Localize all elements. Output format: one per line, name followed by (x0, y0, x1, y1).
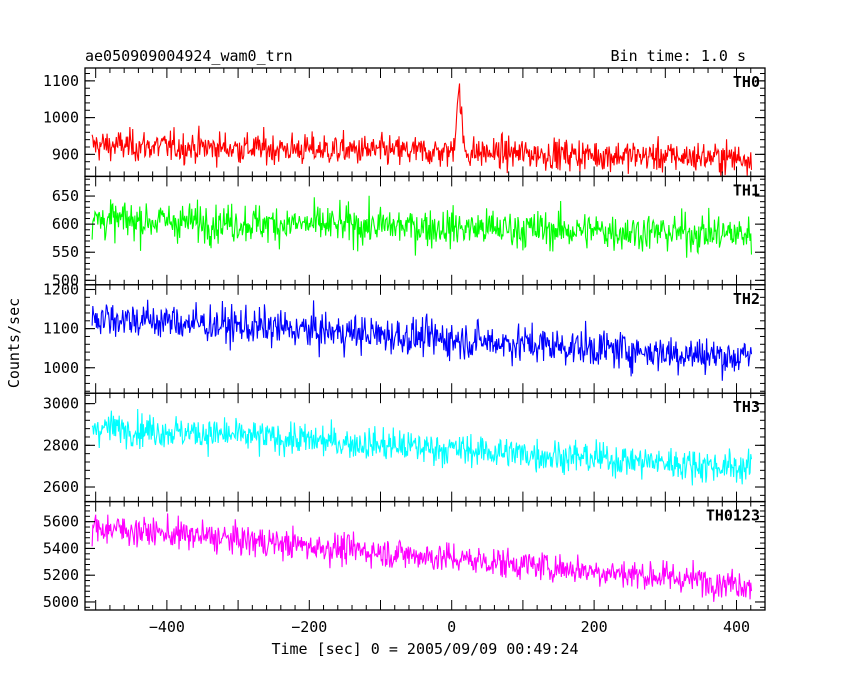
y-tick-label: 600 (52, 215, 79, 233)
panel-label: TH3 (733, 398, 760, 416)
panel-th3: 2600 2800 3000 TH3 (43, 392, 766, 503)
y-tick-label: 5200 (43, 566, 79, 584)
x-axis-title: Time [sec] 0 = 2005/09/09 00:49:24 (271, 640, 578, 658)
x-tick-label: −400 (149, 618, 185, 636)
y-tick-label: 1100 (43, 320, 79, 338)
panel-frame (84, 175, 766, 286)
y-tick-label: 650 (52, 187, 79, 205)
panel-label: TH0123 (706, 507, 760, 525)
y-tick-label: 5600 (43, 513, 79, 531)
series-line-th0 (91, 83, 753, 177)
y-tick-label: 2800 (43, 436, 79, 454)
panels-group: 900 1000 1100 TH0 500 550 600 650 TH1 1000 1100 120… (43, 67, 766, 611)
panel-frame (84, 500, 766, 611)
y-axis-title: Counts/sec (5, 298, 23, 388)
x-axis: −400 −200 0 200 400 (149, 618, 750, 636)
x-tick-label: 0 (447, 618, 456, 636)
y-tick-label: 500 (52, 271, 79, 289)
panel-th0123: 5000 5200 5400 5600 TH0123 (43, 500, 766, 611)
y-tick-label: 1000 (43, 359, 79, 377)
panel-th0: 900 1000 1100 TH0 (43, 67, 766, 178)
y-tick-label: 550 (52, 243, 79, 261)
series-line-th2 (91, 299, 753, 381)
series-line-th1 (91, 195, 753, 258)
y-tick-label: 1000 (43, 109, 79, 127)
panel-frame (84, 392, 766, 503)
panel-th2: 1000 1100 1200 TH2 (43, 280, 766, 394)
panel-label: TH2 (733, 290, 760, 308)
y-tick-label: 900 (52, 145, 79, 163)
y-tick-label: 5400 (43, 539, 79, 557)
x-tick-label: 200 (581, 618, 608, 636)
bin-time-label: Bin time: 1.0 s (611, 47, 746, 65)
chart-title: ae050909004924_wam0_trn (85, 47, 293, 65)
y-tick-label: 5000 (43, 593, 79, 611)
x-tick-label: −200 (291, 618, 327, 636)
panel-label: TH1 (733, 181, 760, 199)
series-line-th3 (91, 409, 753, 486)
y-tick-label: 3000 (43, 395, 79, 413)
panel-th1: 500 550 600 650 TH1 (52, 175, 766, 289)
panel-label: TH0 (733, 73, 760, 91)
series-line-th0123 (91, 513, 753, 602)
x-tick-label: 400 (723, 618, 750, 636)
y-tick-label: 1200 (43, 280, 79, 298)
y-tick-label: 2600 (43, 478, 79, 496)
y-tick-label: 1100 (43, 72, 79, 90)
